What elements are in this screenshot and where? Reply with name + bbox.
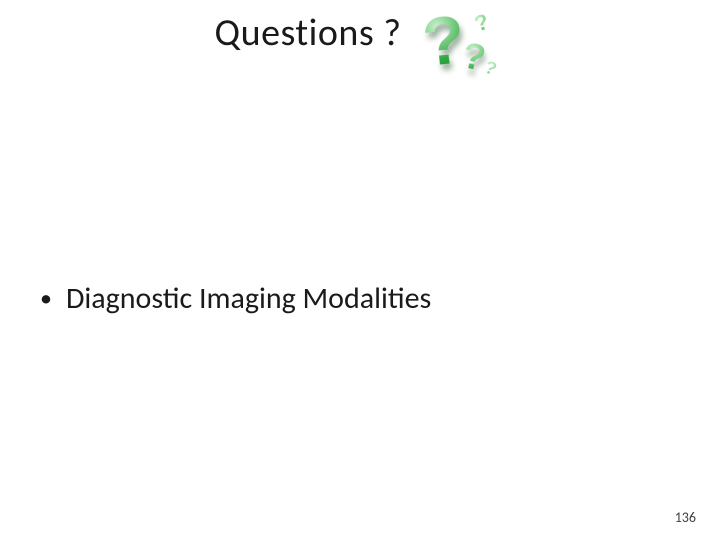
- bullet-text: Diagnostic Imaging Modalities: [66, 280, 431, 317]
- page-number: 136: [675, 509, 696, 526]
- question-mark-icon: ????: [415, 10, 505, 88]
- question-mark-glyph: ?: [472, 9, 493, 38]
- slide-title: Questions ?: [215, 10, 402, 56]
- title-area: Questions ? ????: [0, 10, 720, 88]
- body-area: • Diagnostic Imaging Modalities: [40, 280, 431, 317]
- question-mark-glyph: ?: [482, 57, 500, 81]
- bullet-dot: •: [40, 287, 52, 311]
- slide: Questions ? ???? • Diagnostic Imaging Mo…: [0, 0, 720, 540]
- bullet-item: • Diagnostic Imaging Modalities: [40, 280, 431, 317]
- question-mark-glyph: ?: [419, 0, 468, 82]
